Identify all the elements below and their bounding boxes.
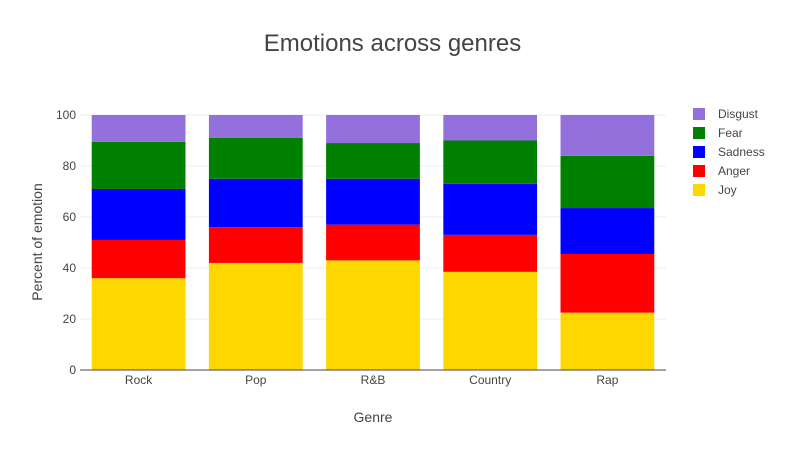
legend-label-disgust: Disgust [718,107,759,121]
legend-label-fear: Fear [718,126,743,140]
bar-fear-country [443,140,538,184]
bar-fear-rb [326,143,420,179]
bar-joy-rb [326,260,420,370]
legend-swatch-disgust [693,108,705,120]
bar-disgust-pop [208,115,303,138]
bar-sadness-pop [208,178,303,228]
legend-swatch-sadness [693,146,705,158]
y-axis-title: Percent of emotion [29,183,45,301]
y-tick-label: 40 [63,261,77,275]
bar-disgust-country [443,115,538,141]
bar-disgust-rock [91,115,186,142]
bar-anger-pop [208,227,303,263]
x-tick-labels: Rock Pop R&B Country Rap [125,373,619,387]
bar-sadness-rock [91,188,186,240]
bar-disgust-rap [560,115,655,156]
x-axis-title: Genre [354,409,393,425]
x-tick-label: Rap [596,373,618,387]
y-tick-label: 20 [63,312,77,326]
bar-anger-rock [91,239,186,279]
y-tick-label: 80 [63,159,77,173]
legend-label-sadness: Sadness [718,145,765,159]
y-tick-label: 0 [69,363,76,377]
bar-joy-rap [560,312,655,370]
y-tick-label: 60 [63,210,77,224]
y-tick-label: 100 [56,108,76,122]
x-tick-label: Country [469,373,511,387]
bar-joy-pop [208,262,303,370]
bar-anger-rap [560,253,655,313]
legend-swatch-joy [693,184,705,196]
bar-joy-rock [91,278,186,370]
bars [91,115,655,370]
bar-fear-pop [208,137,303,179]
bar-anger-rb [326,224,420,261]
bar-joy-country [443,271,538,370]
legend: Disgust Fear Sadness Anger Joy [693,107,765,197]
bar-sadness-country [443,183,538,235]
y-tick-labels: 0 20 40 60 80 100 [56,108,76,377]
bar-sadness-rb [326,178,420,225]
bar-fear-rock [91,141,186,189]
legend-label-anger: Anger [718,164,750,178]
legend-swatch-anger [693,165,705,177]
x-tick-label: Pop [245,373,267,387]
chart-title: Emotions across genres [264,30,521,57]
bar-anger-country [443,234,538,272]
bar-sadness-rap [560,208,655,254]
x-tick-label: R&B [361,373,386,387]
legend-label-joy: Joy [718,183,737,197]
bar-disgust-rb [326,115,420,144]
x-tick-label: Rock [125,373,153,387]
bar-fear-rap [560,155,655,209]
legend-swatch-fear [693,127,705,139]
